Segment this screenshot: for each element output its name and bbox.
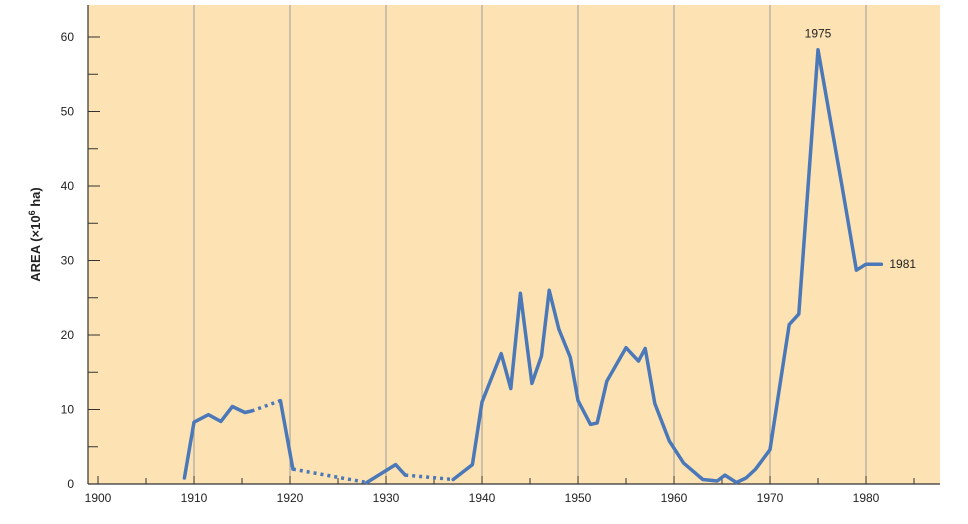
x-tick-label-1900: 1900 xyxy=(85,491,112,505)
series-segment-dotted-3 xyxy=(292,467,368,485)
y-axis-title-main: AREA (×10 xyxy=(28,215,43,281)
x-tick-label-1960: 1960 xyxy=(661,491,688,505)
x-tick-label-1970: 1970 xyxy=(757,491,784,505)
annotation-1975: 1975 xyxy=(805,27,832,41)
y-tick-label-0: 0 xyxy=(67,477,74,491)
series-segment-solid-2 xyxy=(278,398,295,471)
x-tick-label-1930: 1930 xyxy=(373,491,400,505)
annotation-1981: 1981 xyxy=(889,257,916,271)
axes xyxy=(87,5,940,485)
x-tick-label-1920: 1920 xyxy=(277,491,304,505)
y-tick-label-50: 50 xyxy=(61,105,75,119)
series-lines xyxy=(182,47,884,485)
vertical-gridlines xyxy=(193,5,867,484)
y-tick-label-40: 40 xyxy=(61,179,75,193)
y-axis-title-sup: 6 xyxy=(27,210,37,215)
y-tick-label-60: 60 xyxy=(61,30,75,44)
y-axis-title: AREA (×106 ha) xyxy=(27,187,43,282)
series-segment-dotted-1 xyxy=(251,398,281,413)
x-tick-label-1910: 1910 xyxy=(181,491,208,505)
y-tick-label-10: 10 xyxy=(61,403,75,417)
x-tick-label-1950: 1950 xyxy=(565,491,592,505)
series-segment-dotted-5 xyxy=(405,473,454,482)
series-segment-solid-6 xyxy=(451,47,884,485)
x-tick-label-1980: 1980 xyxy=(853,491,880,505)
plot-background xyxy=(88,5,940,484)
series-segment-solid-0 xyxy=(182,404,254,480)
annotations: 1975 1981 xyxy=(805,27,917,272)
y-tick-label-30: 30 xyxy=(61,254,75,268)
series-segment-solid-4 xyxy=(365,462,407,485)
y-axis-title-unit: ha) xyxy=(28,187,43,210)
y-tick-label-20: 20 xyxy=(61,328,75,342)
tick-labels: 0 10 20 30 40 50 60 1900 1910 1920 1930 1940 1950 196… xyxy=(61,30,880,505)
x-tick-label-1940: 1940 xyxy=(469,491,496,505)
